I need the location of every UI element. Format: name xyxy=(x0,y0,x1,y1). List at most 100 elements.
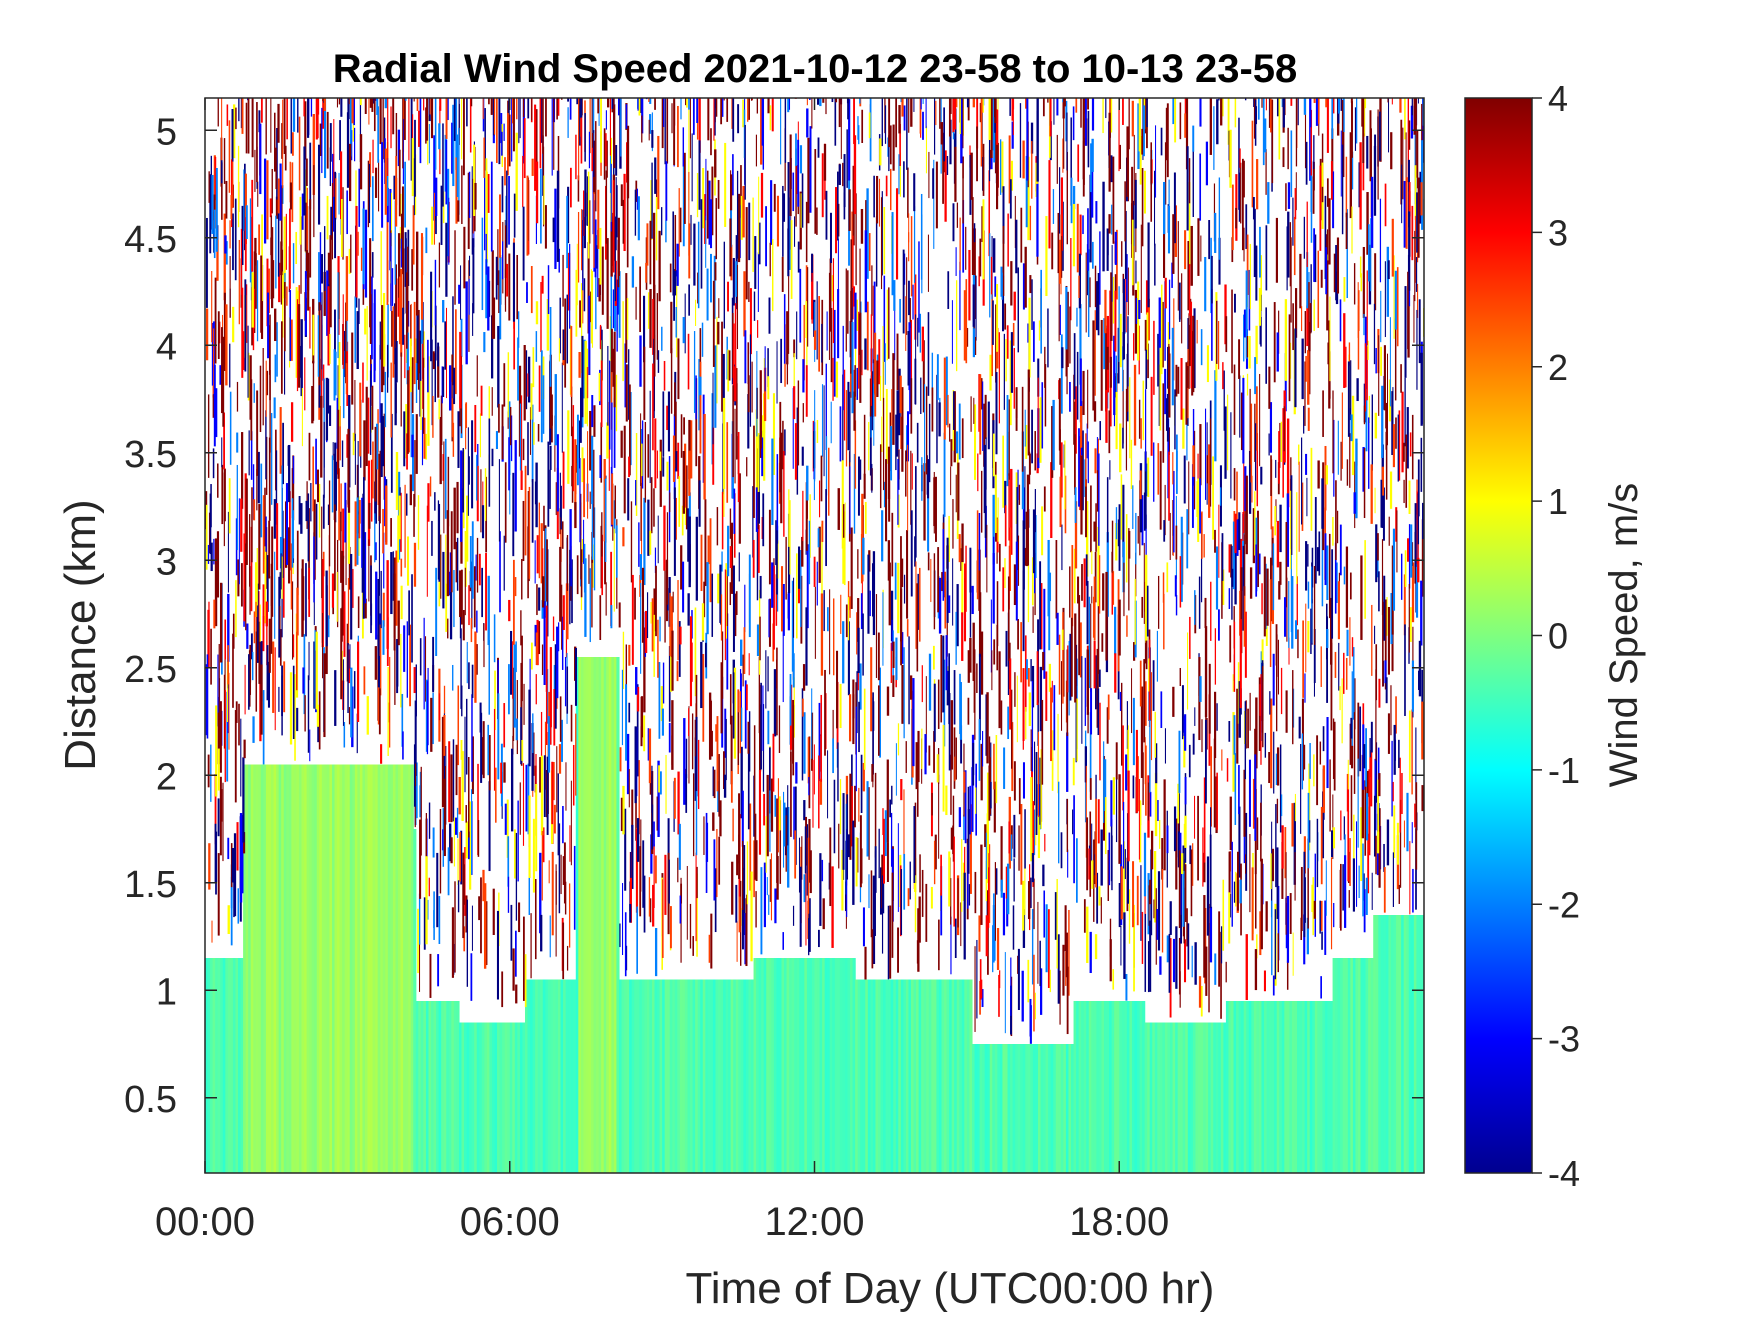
noise-cell xyxy=(235,710,237,802)
noise-cell xyxy=(1189,617,1191,659)
noise-cell xyxy=(448,741,450,822)
noise-cell xyxy=(1257,817,1258,850)
noise-cell xyxy=(999,332,1000,423)
noise-cell xyxy=(507,113,509,175)
noise-cell xyxy=(955,919,957,958)
noise-cell xyxy=(762,493,764,546)
noise-cell xyxy=(770,859,771,902)
noise-cell xyxy=(676,307,677,338)
noise-cell xyxy=(521,559,522,599)
noise-cell xyxy=(721,552,722,572)
noise-cell xyxy=(224,138,225,184)
noise-cell xyxy=(1348,760,1349,790)
noise-cell xyxy=(954,147,956,202)
noise-cell xyxy=(639,267,641,333)
noise-cell xyxy=(235,199,237,281)
noise-cell xyxy=(1305,356,1307,382)
noise-cell xyxy=(798,547,800,589)
noise-cell xyxy=(765,346,766,391)
noise-cell xyxy=(530,913,531,978)
noise-cell xyxy=(742,186,744,237)
noise-cell xyxy=(229,344,230,388)
noise-cell xyxy=(755,891,756,927)
noise-cell xyxy=(978,915,980,951)
noise-cell xyxy=(1039,320,1040,340)
noise-cell xyxy=(1005,505,1007,546)
noise-cell xyxy=(974,223,975,242)
noise-cell xyxy=(477,538,478,593)
noise-cell xyxy=(452,665,453,691)
noise-cell xyxy=(649,289,651,348)
noise-cell xyxy=(802,447,804,466)
noise-cell xyxy=(763,794,765,825)
noise-cell xyxy=(1175,365,1177,397)
noise-cell xyxy=(439,98,441,111)
noise-cell xyxy=(1123,802,1124,869)
noise-cell xyxy=(1401,554,1402,600)
noise-cell xyxy=(742,100,744,128)
noise-cell xyxy=(494,709,495,791)
noise-cell xyxy=(1222,533,1224,581)
noise-cell xyxy=(556,871,557,905)
noise-cell xyxy=(380,98,382,144)
noise-cell xyxy=(851,528,853,609)
noise-cell xyxy=(372,386,374,430)
noise-cell xyxy=(1304,877,1306,923)
noise-cell xyxy=(695,375,696,419)
noise-cell xyxy=(1264,971,1266,992)
noise-cell xyxy=(1356,821,1357,906)
noise-cell xyxy=(450,754,452,822)
noise-cell xyxy=(309,307,310,349)
noise-cell xyxy=(290,672,292,744)
noise-cell xyxy=(1265,149,1266,195)
noise-cell xyxy=(553,218,555,243)
noise-cell xyxy=(1001,700,1003,734)
noise-cell xyxy=(694,331,695,413)
noise-cell xyxy=(1326,465,1328,484)
noise-cell xyxy=(1235,208,1237,228)
noise-cell xyxy=(762,685,763,750)
noise-cell xyxy=(620,747,622,771)
noise-cell xyxy=(302,194,304,230)
noise-cell xyxy=(919,854,921,892)
noise-cell xyxy=(533,819,535,893)
noise-cell xyxy=(669,593,670,656)
noise-cell xyxy=(1137,876,1139,925)
noise-cell xyxy=(1206,142,1208,186)
noise-cell xyxy=(1151,831,1153,870)
noise-cell xyxy=(324,422,325,498)
noise-cell xyxy=(1134,135,1135,205)
noise-cell xyxy=(1276,663,1277,731)
noise-cell xyxy=(316,632,318,710)
noise-cell xyxy=(1061,832,1063,868)
noise-cell xyxy=(466,699,467,775)
noise-cell xyxy=(730,546,732,568)
noise-cell xyxy=(772,98,774,131)
noise-cell xyxy=(1282,825,1284,868)
noise-cell xyxy=(263,495,265,573)
noise-cell xyxy=(431,207,433,245)
noise-cell xyxy=(786,311,788,364)
noise-cell xyxy=(1080,455,1082,534)
noise-cell xyxy=(1180,556,1182,607)
noise-cell xyxy=(280,241,282,275)
noise-cell xyxy=(1199,478,1201,533)
noise-cell xyxy=(935,477,937,542)
noise-cell xyxy=(291,98,292,154)
noise-cell xyxy=(931,887,933,909)
noise-cell xyxy=(1281,794,1282,816)
noise-cell xyxy=(1181,273,1182,343)
noise-cell xyxy=(363,420,365,480)
noise-cell xyxy=(686,739,687,779)
noise-cell xyxy=(459,332,461,409)
noise-cell xyxy=(1031,279,1032,330)
noise-cell xyxy=(730,582,731,605)
noise-cell xyxy=(447,619,448,639)
noise-cell xyxy=(991,257,992,295)
noise-cell xyxy=(1180,971,1181,1007)
noise-cell xyxy=(837,289,839,358)
noise-cell xyxy=(639,98,641,116)
noise-cell xyxy=(1210,418,1211,506)
noise-cell xyxy=(1033,879,1034,930)
noise-cell xyxy=(1014,564,1016,605)
